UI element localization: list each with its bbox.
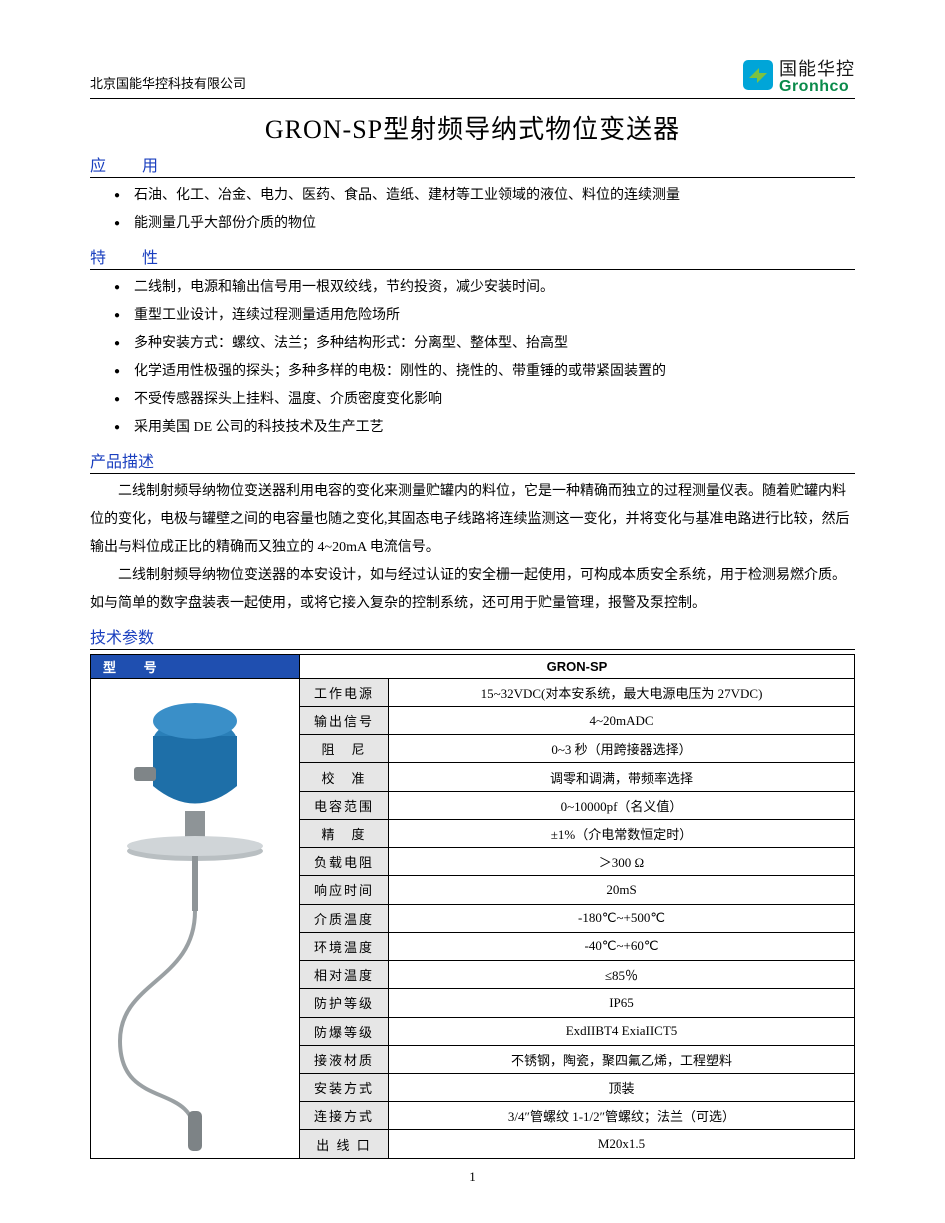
logo-text: 国能华控 Gronhco	[779, 60, 855, 96]
param-cell: 防爆等级	[300, 1017, 389, 1045]
list-item: 多种安装方式：螺纹、法兰；多种结构形式：分离型、整体型、抬高型	[134, 330, 855, 358]
value-cell: 4~20mADC	[389, 706, 855, 734]
param-cell: 校 准	[300, 763, 389, 791]
param-cell: 连接方式	[300, 1102, 389, 1130]
logo-cn: 国能华控	[779, 60, 855, 79]
model-label-cell: 型 号	[91, 654, 300, 678]
page-header: 北京国能华控科技有限公司 国能华控 Gronhco	[90, 60, 855, 99]
logo-icon	[743, 60, 773, 95]
list-item: 能测量几乎大部份介质的物位	[134, 210, 855, 238]
product-image-cell	[91, 678, 300, 1158]
value-cell: ＞300 Ω	[389, 848, 855, 876]
spec-table: 型 号 GRON-SP	[90, 654, 855, 1159]
param-cell: 电容范围	[300, 791, 389, 819]
features-list: 二线制，电源和输出信号用一根双绞线，节约投资，减少安装时间。 重型工业设计，连续…	[90, 274, 855, 442]
company-name: 北京国能华控科技有限公司	[90, 73, 246, 96]
list-item: 化学适用性极强的探头；多种多样的电极：刚性的、挠性的、带重锤的或带紧固装置的	[134, 358, 855, 386]
value-cell: 20mS	[389, 876, 855, 904]
list-item: 采用美国 DE 公司的科技技术及生产工艺	[134, 414, 855, 442]
logo-block: 国能华控 Gronhco	[743, 60, 855, 96]
description-paragraph: 二线制射频导纳物位变送器的本安设计，如与经过认证的安全栅一起使用，可构成本质安全…	[90, 562, 855, 618]
param-cell: 接液材质	[300, 1045, 389, 1073]
param-cell: 工作电源	[300, 678, 389, 706]
param-cell: 负载电阻	[300, 848, 389, 876]
value-cell: -40℃~+60℃	[389, 932, 855, 960]
section-heading-description: 产品描述	[90, 448, 855, 474]
product-image	[100, 681, 290, 1156]
param-cell: 安装方式	[300, 1073, 389, 1101]
param-cell: 防护等级	[300, 989, 389, 1017]
application-list: 石油、化工、冶金、电力、医药、食品、造纸、建材等工业领域的液位、料位的连续测量 …	[90, 182, 855, 238]
table-row: 工作电源 15~32VDC(对本安系统，最大电源电压为 27VDC)	[91, 678, 855, 706]
page-title: GRON-SP型射频导纳式物位变送器	[90, 109, 855, 146]
param-cell: 响应时间	[300, 876, 389, 904]
value-cell: ExdIIBT4 ExiaIICT5	[389, 1017, 855, 1045]
value-cell: 0~3 秒（用跨接器选择）	[389, 735, 855, 763]
list-item: 石油、化工、冶金、电力、医药、食品、造纸、建材等工业领域的液位、料位的连续测量	[134, 182, 855, 210]
value-cell: -180℃~+500℃	[389, 904, 855, 932]
value-cell: M20x1.5	[389, 1130, 855, 1158]
param-cell: 环境温度	[300, 932, 389, 960]
value-cell: ±1%（介电常数恒定时）	[389, 819, 855, 847]
param-cell: 相对温度	[300, 961, 389, 989]
value-cell: ≤85％	[389, 961, 855, 989]
list-item: 重型工业设计，连续过程测量适用危险场所	[134, 302, 855, 330]
value-cell: 3/4″管螺纹 1-1/2″管螺纹；法兰（可选）	[389, 1102, 855, 1130]
section-heading-application: 应 用	[90, 152, 855, 178]
section-heading-features: 特 性	[90, 244, 855, 270]
model-value-cell: GRON-SP	[300, 654, 855, 678]
value-cell: 0~10000pf（名义值）	[389, 791, 855, 819]
page: 北京国能华控科技有限公司 国能华控 Gronhco GRON-SP型射频导纳式物…	[0, 0, 945, 1215]
list-item: 不受传感器探头上挂料、温度、介质密度变化影响	[134, 386, 855, 414]
value-cell: 15~32VDC(对本安系统，最大电源电压为 27VDC)	[389, 678, 855, 706]
description-paragraph: 二线制射频导纳物位变送器利用电容的变化来测量贮罐内的料位，它是一种精确而独立的过…	[90, 478, 855, 562]
param-cell: 出 线 口	[300, 1130, 389, 1158]
param-cell: 阻 尼	[300, 735, 389, 763]
section-heading-spec: 技术参数	[90, 624, 855, 650]
list-item: 二线制，电源和输出信号用一根双绞线，节约投资，减少安装时间。	[134, 274, 855, 302]
value-cell: 不锈钢，陶瓷，聚四氟乙烯，工程塑料	[389, 1045, 855, 1073]
param-cell: 精 度	[300, 819, 389, 847]
table-row: 型 号 GRON-SP	[91, 654, 855, 678]
logo-en: Gronhco	[779, 79, 855, 96]
value-cell: 顶装	[389, 1073, 855, 1101]
param-cell: 输出信号	[300, 706, 389, 734]
value-cell: 调零和调满，带频率选择	[389, 763, 855, 791]
param-cell: 介质温度	[300, 904, 389, 932]
value-cell: IP65	[389, 989, 855, 1017]
page-number: 1	[90, 1169, 855, 1185]
